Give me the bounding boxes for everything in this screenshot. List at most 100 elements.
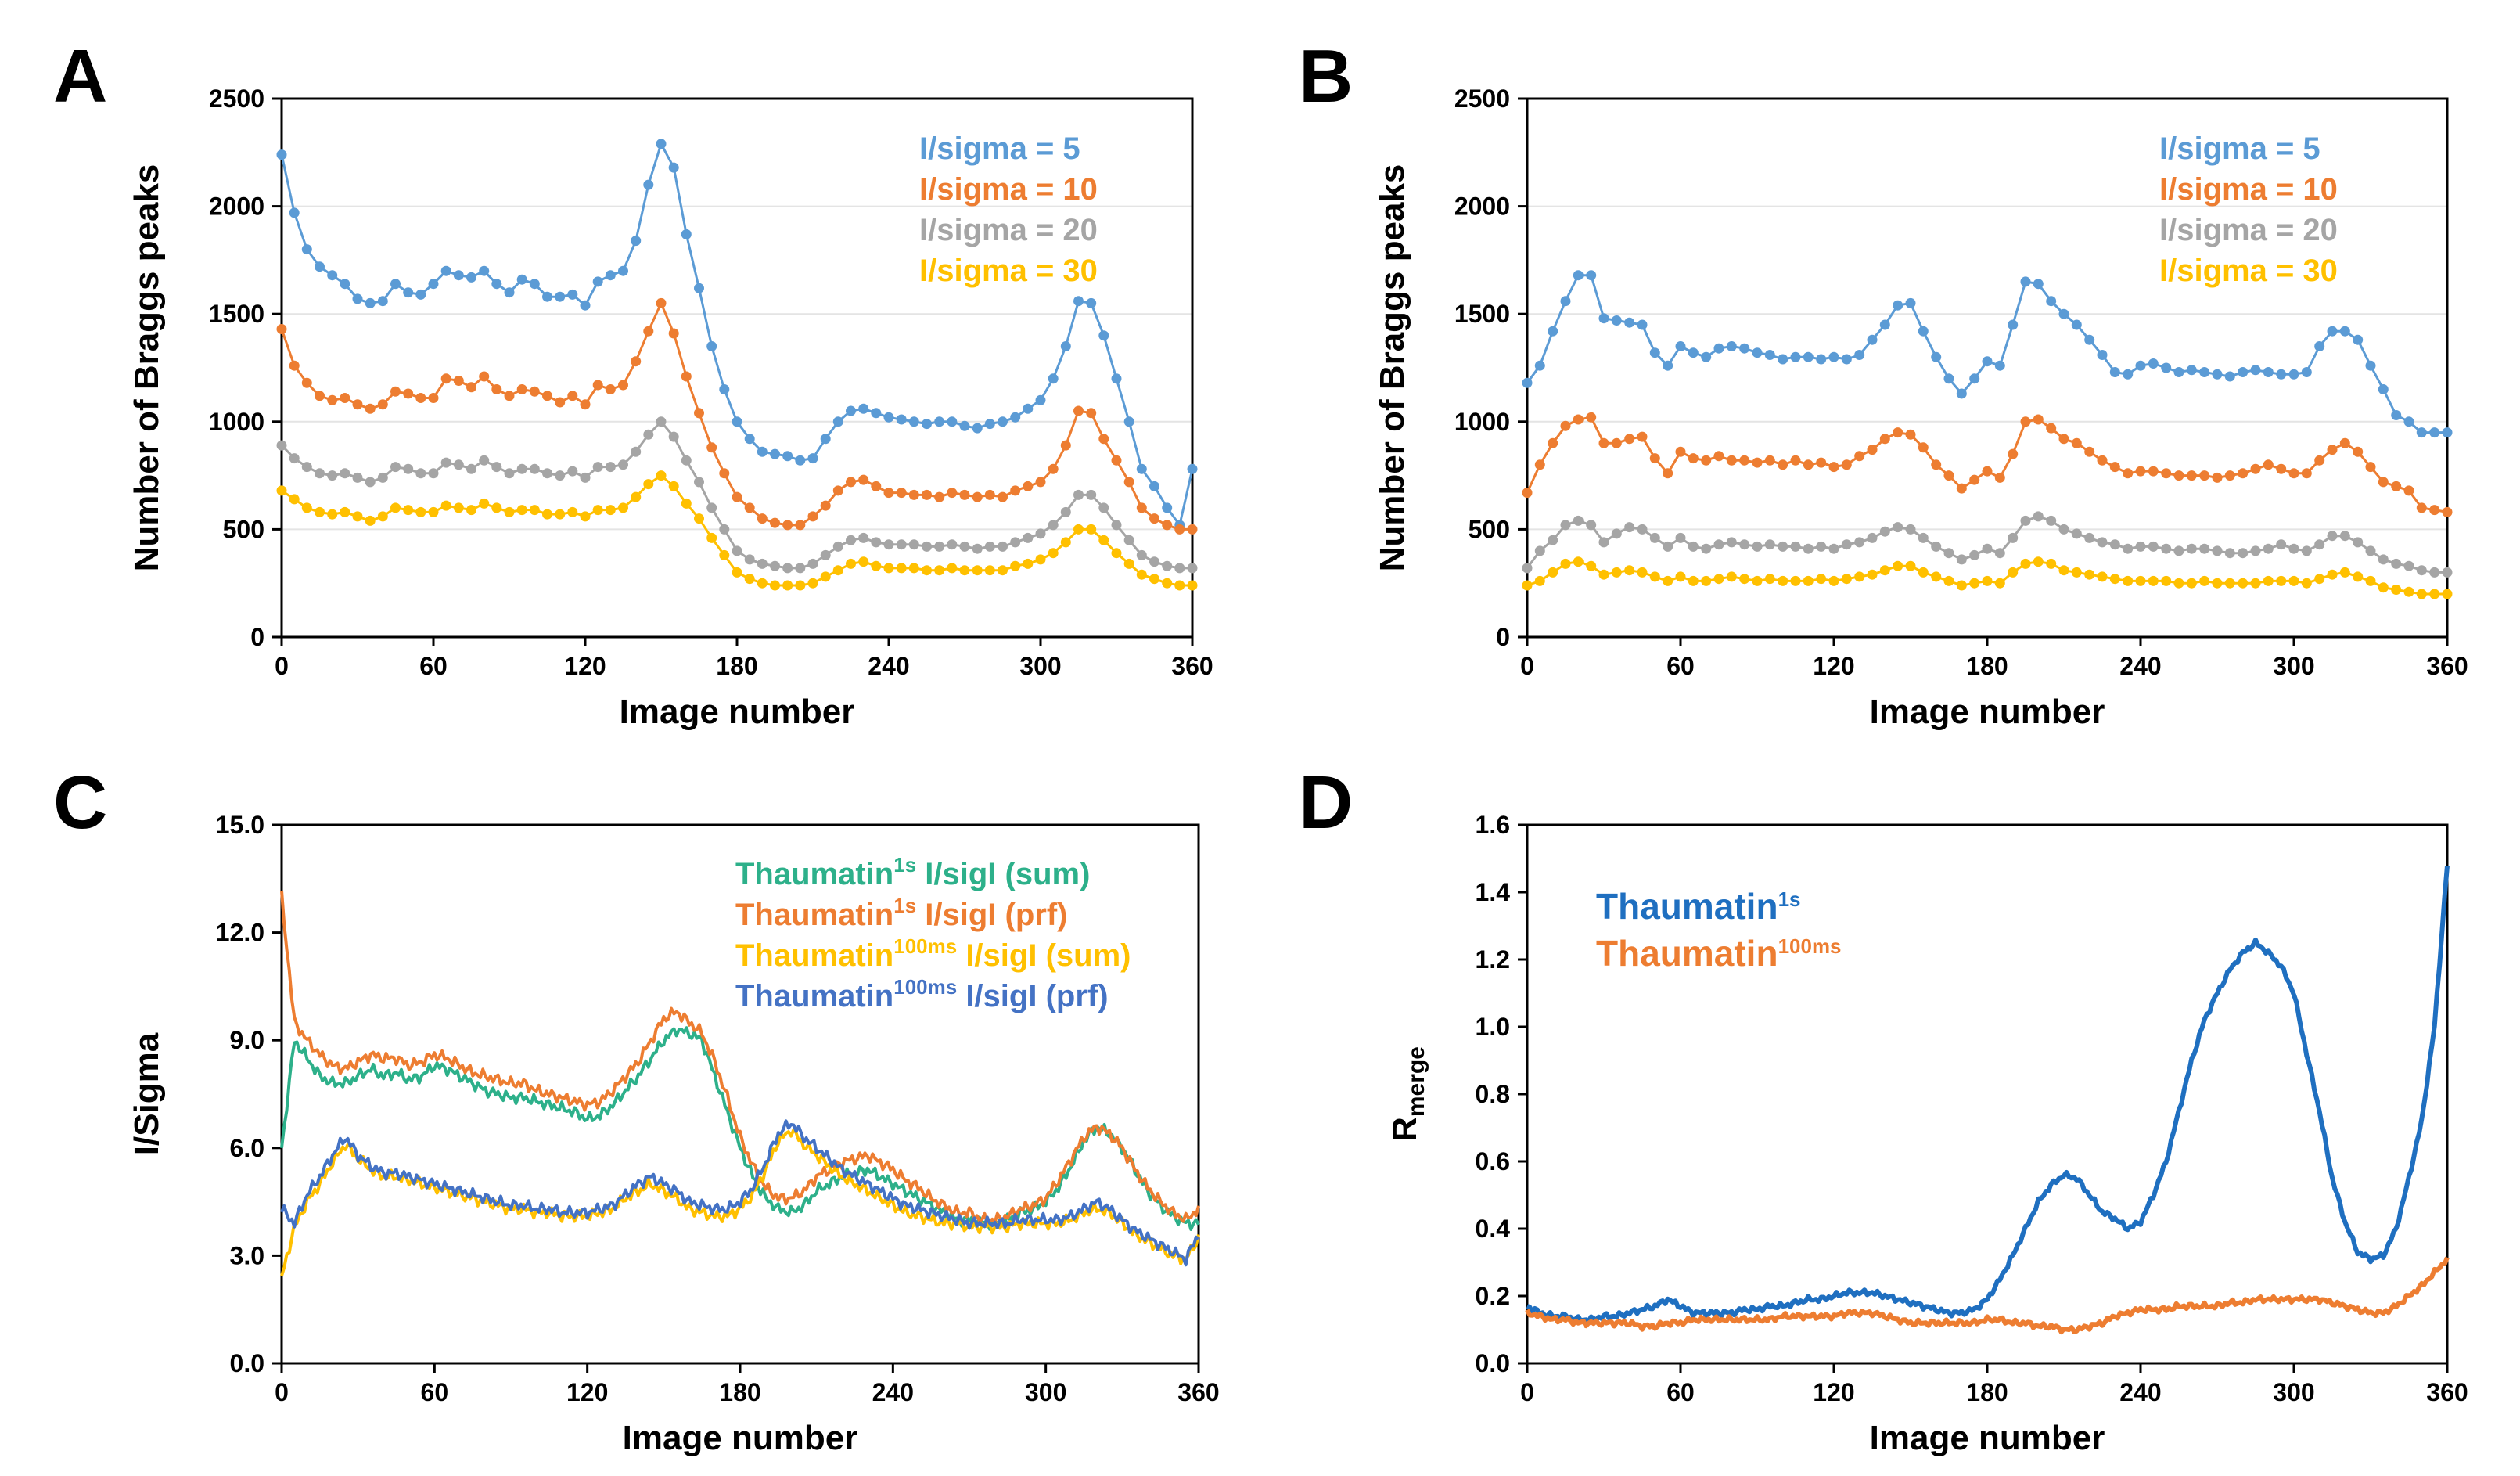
data-point xyxy=(1548,437,1558,448)
data-point xyxy=(1649,453,1660,464)
series-line xyxy=(280,1119,1199,1267)
data-point xyxy=(947,416,958,427)
data-point xyxy=(972,543,983,554)
data-point xyxy=(2276,463,2287,474)
data-point xyxy=(820,571,831,582)
x-tick-label: 120 xyxy=(564,652,606,680)
data-point xyxy=(984,565,995,576)
data-point xyxy=(883,563,894,574)
data-point xyxy=(2365,575,2376,586)
x-tick-label: 360 xyxy=(2426,1378,2468,1406)
data-point xyxy=(2263,575,2274,586)
data-point xyxy=(1879,526,1890,537)
data-point xyxy=(656,297,667,308)
data-point xyxy=(744,434,755,445)
data-point xyxy=(1522,377,1533,388)
data-point xyxy=(807,511,818,522)
data-point xyxy=(1162,520,1173,531)
data-point xyxy=(706,532,717,543)
data-point xyxy=(327,470,338,481)
data-point xyxy=(2097,350,2108,360)
data-point xyxy=(807,558,818,569)
data-point xyxy=(365,403,376,414)
legend-label: Thaumatin1s I/sigI (prf) xyxy=(735,894,1067,932)
data-point xyxy=(1879,319,1890,330)
data-point xyxy=(1739,539,1750,550)
data-point xyxy=(846,405,856,416)
data-point xyxy=(453,376,464,386)
y-tick-label: 0.8 xyxy=(1476,1080,1510,1108)
data-point xyxy=(681,498,692,509)
x-tick-label: 120 xyxy=(566,1378,608,1406)
data-point xyxy=(1073,405,1084,416)
y-tick-label: 3.0 xyxy=(230,1241,264,1269)
data-point xyxy=(744,554,755,565)
data-point xyxy=(871,560,882,571)
data-point xyxy=(732,545,742,556)
data-point xyxy=(2314,574,2325,585)
data-point xyxy=(1060,440,1071,451)
data-point xyxy=(1816,457,1827,468)
data-point xyxy=(959,420,970,431)
data-point xyxy=(998,416,1008,427)
data-point xyxy=(908,563,919,574)
data-point xyxy=(491,502,502,513)
data-point xyxy=(2327,531,2338,542)
data-point xyxy=(618,380,628,391)
data-point xyxy=(453,459,464,470)
data-point xyxy=(820,500,831,511)
data-point xyxy=(643,479,654,490)
data-point xyxy=(770,560,780,571)
data-point xyxy=(1688,453,1699,464)
data-point xyxy=(1893,300,1903,311)
data-point xyxy=(820,549,831,560)
data-point xyxy=(2071,437,2082,448)
data-point xyxy=(2403,560,2414,571)
data-point xyxy=(1149,513,1159,524)
data-point xyxy=(315,391,325,401)
data-point xyxy=(580,399,591,410)
data-point xyxy=(744,574,755,585)
data-point xyxy=(403,505,414,516)
data-point xyxy=(681,229,692,239)
data-point xyxy=(2403,416,2414,427)
data-point xyxy=(643,429,654,440)
data-point xyxy=(871,408,882,419)
y-tick-label: 1.0 xyxy=(1476,1013,1510,1041)
data-point xyxy=(1764,574,1775,585)
data-point xyxy=(1790,541,1801,552)
y-tick-label: 6.0 xyxy=(230,1134,264,1162)
data-point xyxy=(2135,541,2146,552)
data-point xyxy=(2353,446,2364,457)
legend-label: Thaumatin100ms I/sigI (sum) xyxy=(735,934,1131,973)
data-point xyxy=(1943,575,1954,586)
data-point xyxy=(1841,354,1852,365)
data-point xyxy=(2033,556,2044,567)
data-point xyxy=(706,502,717,513)
data-point xyxy=(2339,326,2350,337)
y-tick-label: 1500 xyxy=(1454,300,1510,328)
data-point xyxy=(1943,373,1954,384)
data-point xyxy=(896,488,907,499)
y-tick-label: 2000 xyxy=(1454,193,1510,221)
data-point xyxy=(2276,575,2287,586)
data-point xyxy=(466,505,476,516)
x-tick-label: 300 xyxy=(1025,1378,1066,1406)
data-point xyxy=(466,463,476,474)
data-point xyxy=(1637,524,1648,535)
data-point xyxy=(1035,554,1046,565)
data-point xyxy=(479,265,490,276)
data-point xyxy=(1649,347,1660,358)
data-point xyxy=(1982,543,1993,554)
data-point xyxy=(428,506,439,517)
data-point xyxy=(605,270,616,281)
data-point xyxy=(1560,558,1571,569)
data-point xyxy=(555,291,566,302)
y-tick-label: 0.0 xyxy=(230,1349,264,1377)
data-point xyxy=(2378,582,2389,593)
data-point xyxy=(795,520,806,531)
data-point xyxy=(846,477,856,488)
data-point xyxy=(757,446,768,457)
data-point xyxy=(340,279,350,290)
data-point xyxy=(1136,502,1147,513)
